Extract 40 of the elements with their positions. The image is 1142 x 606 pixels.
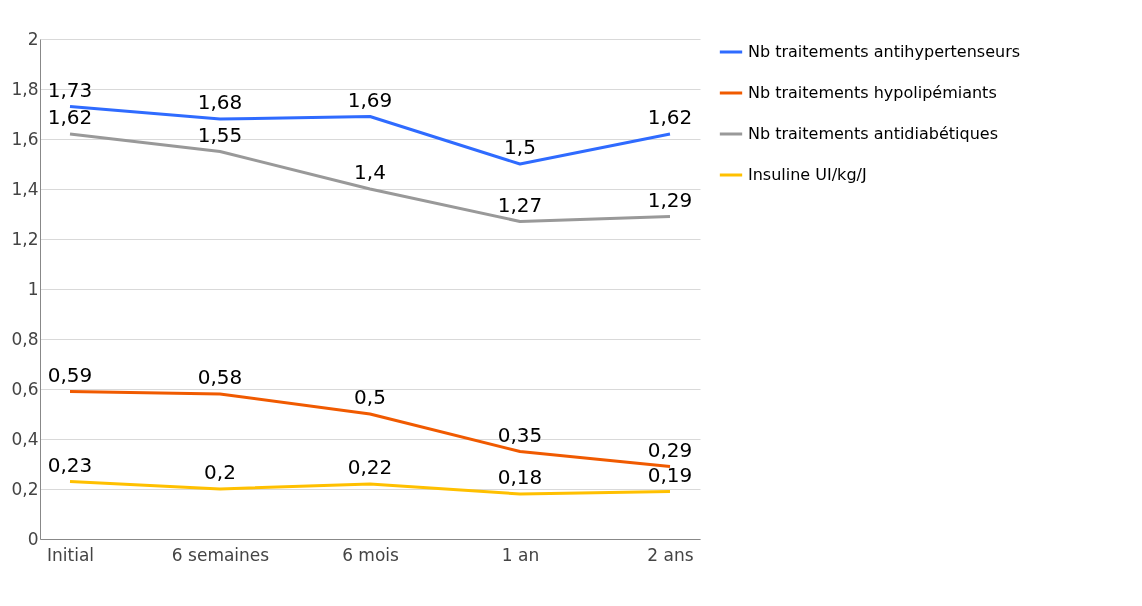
x-tick-label: Initial [46, 544, 95, 565]
data-label: 0,5 [354, 385, 386, 409]
legend-label: Nb traitements antihypertenseurs [748, 42, 1021, 61]
legend-label: Nb traitements hypolipémiants [748, 83, 997, 102]
y-tick-label: 0,8 [11, 328, 39, 349]
x-tick-label: 6 mois [342, 544, 400, 565]
data-label: 0,29 [647, 437, 693, 462]
data-label: 1,27 [497, 192, 543, 217]
data-label: 1,73 [47, 77, 93, 102]
x-tick-label: 1 an [501, 544, 540, 565]
data-label: 1,69 [347, 87, 393, 112]
data-label: 0,23 [47, 452, 93, 477]
data-label: 0,19 [647, 462, 693, 487]
legend-label: Nb traitements antidiabétiques [748, 124, 998, 143]
data-label: 1,55 [197, 122, 243, 147]
y-tick-label: 0,2 [11, 478, 39, 499]
y-tick-label: 1,8 [11, 78, 39, 99]
y-tick-label: 0,4 [11, 428, 39, 449]
data-label: 1,5 [504, 135, 536, 159]
data-label: 0,22 [347, 455, 393, 479]
y-tick-label: 2 [27, 28, 39, 49]
y-tick-label: 1 [27, 278, 39, 299]
data-label: 1,62 [47, 105, 93, 129]
x-tick-label: 6 semaines [171, 544, 270, 565]
x-tick-label: 2 ans [647, 544, 694, 565]
data-label: 0,35 [497, 422, 543, 447]
y-tick-label: 1,6 [11, 128, 39, 149]
y-tick-label: 0 [27, 528, 39, 549]
data-label: 0,58 [197, 365, 243, 389]
data-label: 0,2 [204, 460, 236, 484]
y-tick-label: 1,2 [11, 228, 39, 249]
legend-label: Insuline UI/kg/J [748, 165, 867, 184]
y-tick-label: 1,4 [11, 178, 39, 199]
y-tick-label: 0,6 [11, 378, 39, 399]
data-label: 1,62 [647, 105, 693, 129]
data-label: 1,68 [197, 90, 243, 114]
data-label: 0,59 [47, 362, 93, 387]
data-label: 1,29 [647, 187, 693, 212]
data-label: 1,4 [354, 160, 386, 184]
data-label: 0,18 [497, 465, 543, 489]
